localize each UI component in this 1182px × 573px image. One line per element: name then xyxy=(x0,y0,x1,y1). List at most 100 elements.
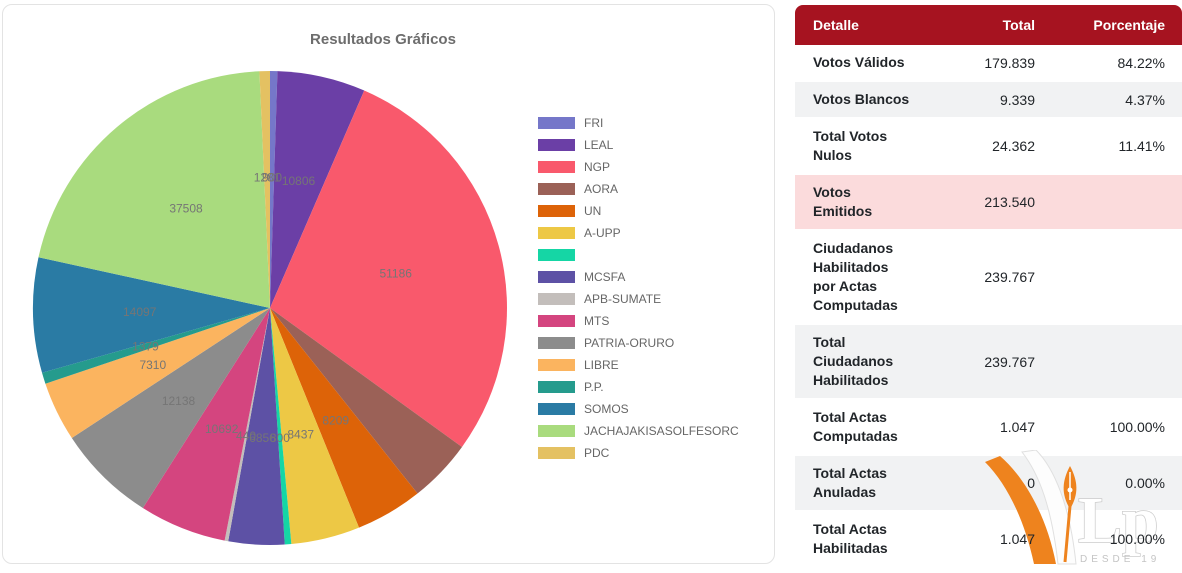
legend-item-NGP[interactable]: NGP xyxy=(538,156,739,178)
pie-slice-P.P.[interactable] xyxy=(42,308,270,384)
legend-item-JACHAJAKISASOLFESORC[interactable]: JACHAJAKISASOLFESORC xyxy=(538,420,739,442)
legend-swatch-icon xyxy=(538,161,575,173)
cell-total: 1.047 xyxy=(999,531,1035,547)
page-title: Resultados Gráficos xyxy=(310,31,456,48)
pie-slice-value-label: 8209 xyxy=(322,414,349,428)
pie-slice-MCSFA[interactable] xyxy=(228,308,285,545)
table-header-detalle: Detalle xyxy=(813,17,859,33)
legend-label: UN xyxy=(584,204,602,218)
svg-text:DESDE 19: DESDE 19 xyxy=(1080,554,1160,565)
pie-slice-A-UPP[interactable] xyxy=(270,308,359,545)
pie-slice-value-label: 10692 xyxy=(205,422,239,436)
cell-porcentaje: 84.22% xyxy=(1117,54,1165,71)
pie-slice-UN[interactable] xyxy=(270,308,418,528)
pie-slice-unnamed[interactable] xyxy=(270,308,292,545)
cell-detalle: Total Actas Habilitadas xyxy=(813,521,888,556)
cell-total: 1.047 xyxy=(999,419,1035,435)
pie-slice-PDC[interactable] xyxy=(259,71,270,308)
legend-swatch-icon xyxy=(538,249,575,261)
pie-slice-value-label: 900 xyxy=(262,171,282,185)
legend-swatch-icon xyxy=(538,337,575,349)
pie-slice-NGP[interactable] xyxy=(270,90,508,447)
legend-item-APB-SUMATE[interactable]: APB-SUMATE xyxy=(538,288,739,310)
legend-swatch-icon xyxy=(538,183,575,195)
legend-swatch-icon xyxy=(538,117,575,129)
table-row: Ciudadanos Habilitados por Actas Computadas… xyxy=(795,231,1182,325)
cell-detalle: Total Ciudadanos Habilitados xyxy=(813,334,894,388)
legend-swatch-icon xyxy=(538,315,575,327)
pie-slice-APB-SUMATE[interactable] xyxy=(224,308,270,542)
table-row: Total Actas Computadas 1.047 100.00% xyxy=(795,400,1182,456)
pie-slice-value-label: 800 xyxy=(270,431,290,445)
legend-swatch-icon xyxy=(538,403,575,415)
legend-swatch-icon xyxy=(538,381,575,393)
pie-slice-value-label: 14097 xyxy=(123,305,157,319)
pie-slice-value-label: 440 xyxy=(236,429,256,443)
cell-detalle: Ciudadanos Habilitados por Actas Computadas xyxy=(813,240,898,313)
svg-text:Lp: Lp xyxy=(1078,484,1159,557)
pie-slice-LEAL[interactable] xyxy=(270,71,365,309)
legend-item-MCSFA[interactable]: MCSFA xyxy=(538,266,739,288)
legend-label: LEAL xyxy=(584,138,614,152)
pie-slice-SOMOS[interactable] xyxy=(33,257,271,373)
pie-slice-value-label: 12138 xyxy=(162,394,196,408)
pie-slice-value-label: 10806 xyxy=(282,174,316,188)
results-table: Detalle Total Porcentaje Votos Válidos 17… xyxy=(795,5,1182,568)
table-row: Votos Blancos 9.339 4.37% xyxy=(795,82,1182,119)
legend-label: LIBRE xyxy=(584,358,619,372)
cell-porcentaje: 4.37% xyxy=(1125,91,1165,108)
legend-swatch-icon xyxy=(538,139,575,151)
legend-swatch-icon xyxy=(538,293,575,305)
table-row: Total Ciudadanos Habilitados 239.767 xyxy=(795,325,1182,400)
legend-item-PDC[interactable]: PDC xyxy=(538,442,739,464)
legend-label: PDC xyxy=(584,446,610,460)
legend-item-AORA[interactable]: AORA xyxy=(538,178,739,200)
table-row: Votos Válidos 179.839 84.22% xyxy=(795,45,1182,82)
lp-logo-icon: Lp DESDE 19 xyxy=(985,449,1160,565)
legend-swatch-icon xyxy=(538,425,575,437)
cell-porcentaje: 100.00% xyxy=(1109,531,1165,547)
cell-detalle: Votos Blancos xyxy=(813,91,910,107)
legend-swatch-icon xyxy=(538,359,575,371)
chart-card: Resultados Gráficos 900 10806 51186 8209 843… xyxy=(2,4,775,564)
legend-label: JACHAJAKISASOLFESORC xyxy=(584,424,739,438)
legend-item-SOMOS[interactable]: SOMOS xyxy=(538,398,739,420)
cell-porcentaje: 100.00% xyxy=(1109,419,1165,435)
cell-detalle: Total Votos Nulos xyxy=(813,128,888,163)
cell-detalle: Total Actas Anuladas xyxy=(813,465,887,500)
cell-total: 24.362 xyxy=(992,138,1035,154)
table-row: Votos Emitidos 213.540 xyxy=(795,175,1182,231)
pie-slice-value-label: 7310 xyxy=(139,358,166,372)
lp-newspaper-watermark: Lp DESDE 19 xyxy=(980,449,1175,568)
pie-slice-LIBRE[interactable] xyxy=(45,308,270,438)
legend-label: NGP xyxy=(584,160,611,174)
cell-detalle: Total Actas Computadas xyxy=(813,409,898,444)
legend-item-MTS[interactable]: MTS xyxy=(538,310,739,332)
pie-slice-JACHAJAKISASOLFESORC[interactable] xyxy=(38,71,271,309)
cell-total: 0 xyxy=(1027,475,1035,491)
table-header-total: Total xyxy=(1002,17,1035,33)
pie-slice-PATRIA-ORURO[interactable] xyxy=(71,308,270,509)
pie-slice-value-label: 37508 xyxy=(169,201,203,215)
cell-detalle: Votos Emitidos xyxy=(813,184,873,219)
pie-slice-MTS[interactable] xyxy=(142,308,270,541)
legend-item-PATRIA-ORURO[interactable]: PATRIA-ORURO xyxy=(538,332,739,354)
legend-item-unnamed[interactable] xyxy=(538,244,739,266)
legend-item-LIBRE[interactable]: LIBRE xyxy=(538,354,739,376)
pie-slice-AORA[interactable] xyxy=(270,308,462,494)
cell-total: 179.839 xyxy=(984,54,1035,71)
pie-slice-value-label: 51186 xyxy=(379,267,412,281)
legend-item-P.P.[interactable]: P.P. xyxy=(538,376,739,398)
legend-item-UN[interactable]: UN xyxy=(538,200,739,222)
legend-item-LEAL[interactable]: LEAL xyxy=(538,134,739,156)
legend-label: P.P. xyxy=(584,380,604,394)
legend-item-A-UPP[interactable]: A-UPP xyxy=(538,222,739,244)
legend-swatch-icon xyxy=(538,205,575,217)
legend-label: MCSFA xyxy=(584,270,626,284)
cell-detalle: Votos Válidos xyxy=(813,54,905,70)
cell-total: 239.767 xyxy=(984,269,1035,285)
pie-slice-FRI[interactable] xyxy=(270,71,278,308)
legend-label: SOMOS xyxy=(584,402,629,416)
legend-item-FRI[interactable]: FRI xyxy=(538,112,739,134)
chart-legend: FRI LEAL NGP AORA UN A-UPP MCSFA APB-SUMATE MTS P… xyxy=(538,112,739,464)
